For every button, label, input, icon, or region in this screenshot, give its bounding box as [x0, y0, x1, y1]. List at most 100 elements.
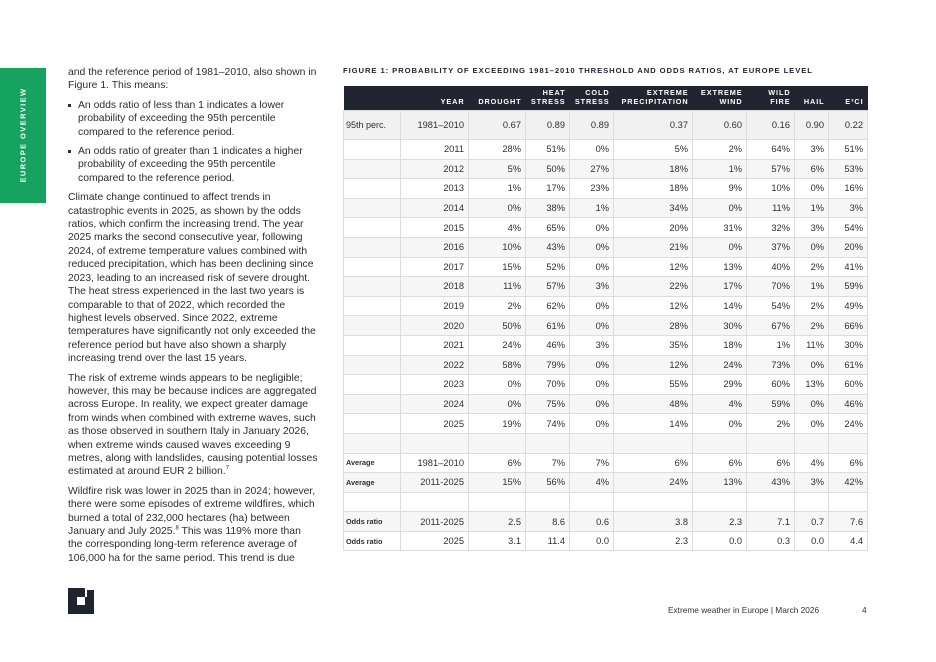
table-cell: 38% — [525, 197, 570, 219]
table-cell: 14% — [613, 413, 693, 434]
table-cell — [400, 432, 469, 454]
table-cell: 2025 — [400, 413, 469, 434]
table-cell: 35% — [613, 334, 693, 356]
table-cell — [343, 374, 401, 395]
table-cell: 9% — [692, 178, 747, 199]
data-table: YEAR DROUGHT HEAT STRESS COLD STRESS EXTREME… — [343, 86, 868, 552]
table-cell: 2025 — [400, 530, 469, 552]
table-cell: 12% — [613, 354, 693, 376]
table-cell: 28% — [613, 315, 693, 336]
table-cell: Odds ratio — [343, 530, 401, 552]
table-cell: 6% — [746, 452, 795, 474]
bullet: An odds ratio of greater than 1 indicate… — [68, 145, 318, 185]
table-cell: 13% — [692, 256, 747, 278]
table-cell: 21% — [613, 236, 693, 258]
table-row: 2022 58% 79% 0% 12% 24% 73% 0% 61% — [343, 354, 868, 376]
column-header: COLD STRESS — [569, 86, 614, 111]
table-cell: 4% — [794, 452, 829, 474]
table-row — [343, 432, 868, 454]
table-cell: 2019 — [400, 295, 469, 317]
section-label: EUROPE OVERVIEW — [18, 87, 28, 183]
table-cell: 7% — [569, 452, 614, 474]
table-cell: 14% — [692, 295, 747, 317]
table-cell: 61% — [828, 354, 868, 376]
table-cell: 2013 — [400, 178, 469, 199]
table-cell — [343, 236, 401, 258]
footnote-ref: 8 — [175, 525, 179, 532]
table-cell: 6% — [794, 158, 829, 180]
table-row: Odds ratio 2025 3.1 11.4 0.0 2.3 0.0 0.3 0.0 4.4 — [343, 530, 868, 552]
table-row: Average 1981–2010 6% 7% 7% 6% 6% 6% 4% 6% — [343, 452, 868, 474]
page-number: 4 — [862, 605, 867, 615]
table-cell: 42% — [828, 472, 868, 493]
table-cell: 65% — [525, 217, 570, 238]
table-cell: 2018 — [400, 276, 469, 297]
table-cell: 1% — [692, 158, 747, 180]
table-cell — [613, 491, 693, 513]
paragraph: Climate change continued to affect trend… — [68, 192, 316, 365]
table-cell: 52% — [525, 256, 570, 278]
paragraph-text: This was 119% more than the correspondin… — [68, 526, 301, 564]
table-cell: 0% — [569, 236, 614, 258]
table-cell — [525, 491, 570, 513]
table-cell — [400, 491, 469, 513]
table-cell — [343, 334, 401, 356]
table-cell: 1981–2010 — [400, 110, 469, 140]
table-cell — [343, 197, 401, 219]
table-cell: 50% — [525, 158, 570, 180]
table-cell: 31% — [692, 217, 747, 238]
table-cell — [343, 432, 401, 454]
table-cell: 75% — [525, 393, 570, 415]
table-cell: 46% — [525, 334, 570, 356]
table-cell: 32% — [746, 217, 795, 238]
table-cell: 0.6 — [569, 511, 614, 532]
column-header: HAIL — [794, 86, 829, 111]
table-cell: 2021 — [400, 334, 469, 356]
table-cell: 19% — [468, 413, 526, 434]
table-cell: 4% — [468, 217, 526, 238]
table-cell: 0.22 — [828, 110, 868, 140]
table-cell: 2011-2025 — [400, 472, 469, 493]
table-cell: 30% — [692, 315, 747, 336]
column-header: EXTREME WIND — [692, 86, 747, 111]
table-cell: 95th perc. — [343, 110, 401, 140]
table-cell — [343, 256, 401, 278]
header-row: YEAR DROUGHT HEAT STRESS COLD STRESS EXTREME… — [343, 86, 868, 111]
table-cell: 58% — [468, 354, 526, 376]
table-cell: 70% — [746, 276, 795, 297]
table-cell: 54% — [746, 295, 795, 317]
table-cell: 23% — [569, 178, 614, 199]
table-cell: 22% — [613, 276, 693, 297]
table-cell: 1% — [794, 276, 829, 297]
table-cell: 2% — [794, 315, 829, 336]
figure-title: FIGURE 1: PROBABILITY OF EXCEEDING 1981–… — [343, 66, 813, 75]
table-cell: 64% — [746, 139, 795, 160]
table-cell: 62% — [525, 295, 570, 317]
table-cell: 55% — [613, 374, 693, 395]
table-cell — [343, 276, 401, 297]
table-cell: 24% — [692, 354, 747, 376]
table-cell: 73% — [746, 354, 795, 376]
table-cell: 0% — [569, 354, 614, 376]
table-cell: 37% — [746, 236, 795, 258]
table-cell: 0% — [569, 139, 614, 160]
table-cell — [613, 432, 693, 454]
table-cell: 0.0 — [692, 530, 747, 552]
table-cell — [525, 432, 570, 454]
table-cell — [569, 432, 614, 454]
table-row: 2020 50% 61% 0% 28% 30% 67% 2% 66% — [343, 315, 868, 336]
table-cell: 0% — [468, 374, 526, 395]
table-cell: 7% — [525, 452, 570, 474]
table-cell: 2% — [794, 256, 829, 278]
table-row: 2025 19% 74% 0% 14% 0% 2% 0% 24% — [343, 413, 868, 434]
table-cell — [343, 178, 401, 199]
table-cell: 3.1 — [468, 530, 526, 552]
table-cell: 59% — [746, 393, 795, 415]
table-cell — [569, 491, 614, 513]
table-cell: 5% — [468, 158, 526, 180]
table-cell — [343, 354, 401, 376]
table-cell: 0% — [692, 236, 747, 258]
table-cell: 1981–2010 — [400, 452, 469, 474]
table-cell: 41% — [828, 256, 868, 278]
table-cell: 24% — [468, 334, 526, 356]
